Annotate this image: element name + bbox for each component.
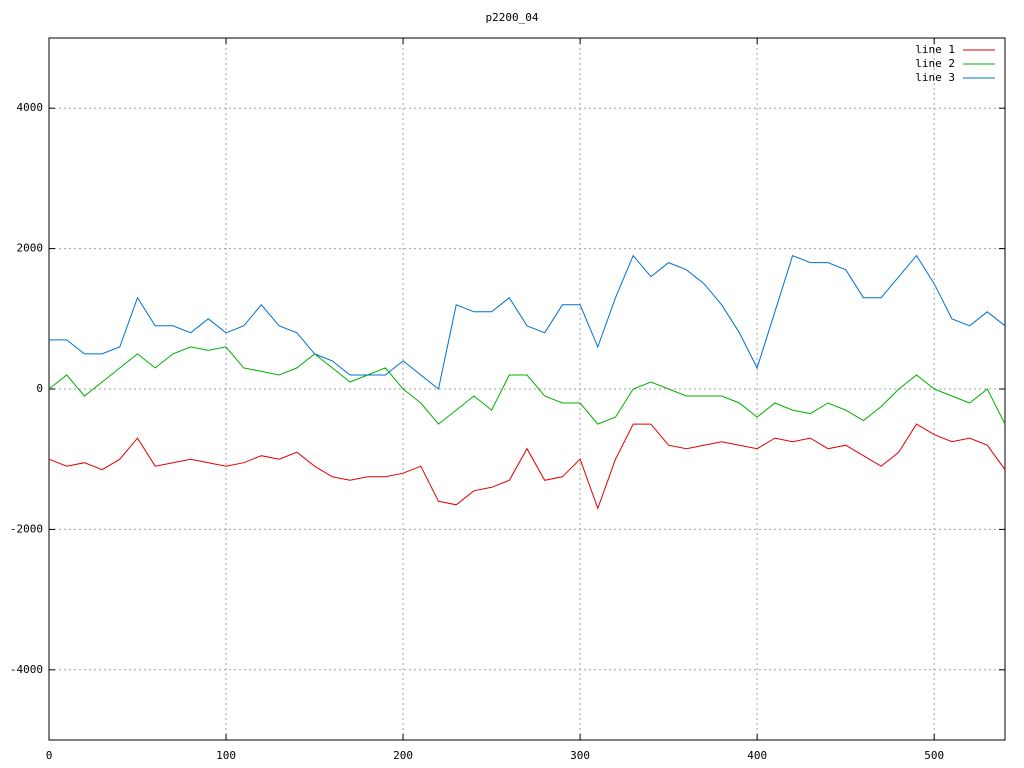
chart-title: p2200_04 — [486, 11, 539, 24]
legend-label: line 1 — [915, 43, 955, 56]
x-tick-label: 300 — [570, 749, 590, 762]
y-tick-label: 2000 — [17, 242, 44, 255]
x-tick-label: 400 — [747, 749, 767, 762]
x-tick-label: 0 — [46, 749, 53, 762]
y-tick-label: -4000 — [10, 663, 43, 676]
y-tick-label: -2000 — [10, 522, 43, 535]
legend-label: line 2 — [915, 57, 955, 70]
x-tick-label: 100 — [216, 749, 236, 762]
y-tick-label: 0 — [36, 382, 43, 395]
x-tick-label: 200 — [393, 749, 413, 762]
x-tick-label: 500 — [924, 749, 944, 762]
series-line — [48, 423, 1006, 510]
y-tick-label: 4000 — [17, 101, 44, 114]
legend-label: line 3 — [915, 71, 955, 84]
series-line — [48, 346, 1006, 425]
series-line — [49, 254, 1006, 390]
